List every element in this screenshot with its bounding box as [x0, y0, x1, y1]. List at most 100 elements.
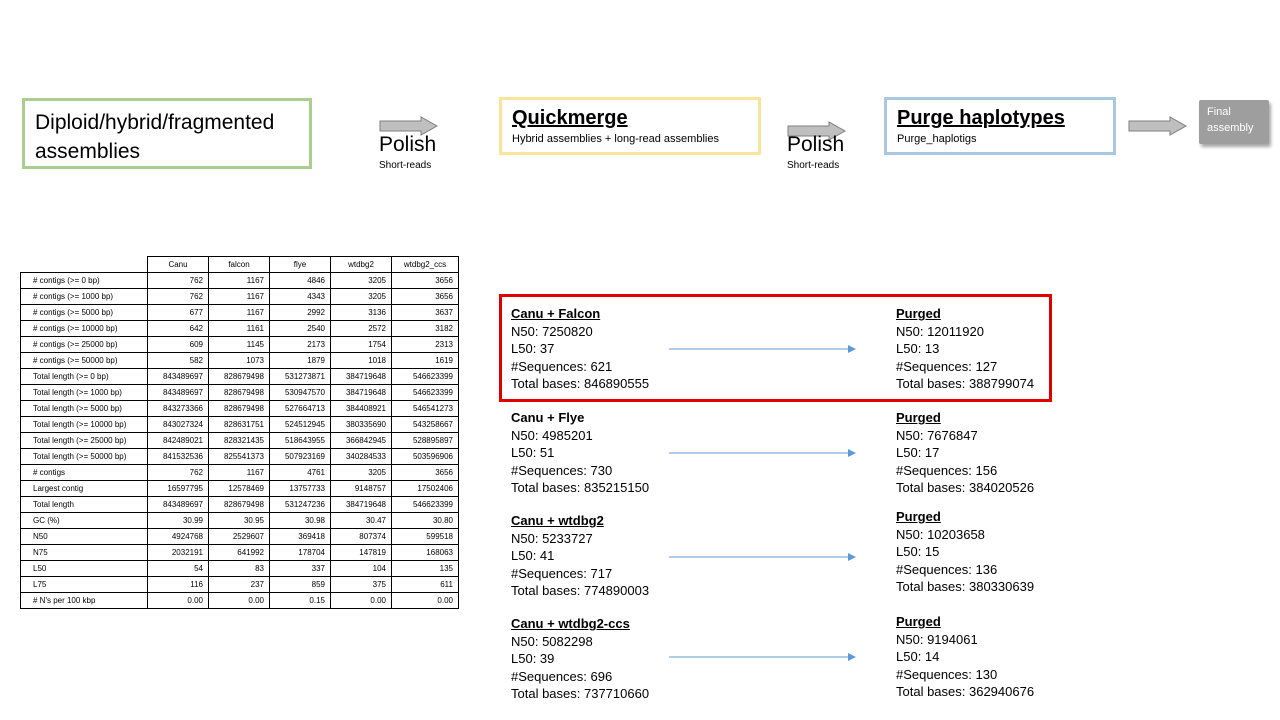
table-cell: 384719648: [330, 496, 392, 513]
combo-name: Canu + Falcon: [511, 306, 601, 321]
row-label: # contigs (>= 10000 bp): [20, 320, 148, 337]
final-line2: assembly: [1207, 122, 1254, 134]
combo-sequences: #Sequences: 696: [511, 668, 613, 684]
table-cell: 828679498: [208, 368, 270, 385]
table-cell: 380335690: [330, 416, 392, 433]
table-body: # contigs (>= 0 bp) 762 1167 4846 3205 3656 # …: [20, 272, 459, 609]
table-cell: 384719648: [330, 384, 392, 401]
combo-l50: L50: 51: [511, 445, 555, 460]
table-cell: 843273366: [147, 400, 209, 417]
table-cell: 30.98: [269, 512, 331, 529]
purged-l50: L50: 15: [896, 544, 940, 559]
table-cell: 116: [147, 576, 209, 593]
table-cell: 4343: [269, 288, 331, 305]
purge-title: Purge haplotypes: [897, 107, 1065, 129]
table-cell: 3656: [391, 272, 459, 289]
combo-l50: L50: 41: [511, 548, 555, 563]
table-cell: 762: [147, 464, 209, 481]
purged-l50: L50: 17: [896, 445, 940, 460]
combo-sequences: #Sequences: 730: [511, 462, 613, 478]
row-label: Largest contig: [20, 480, 148, 497]
table-row: # N's per 100 kbp 0.00 0.00 0.15 0.00 0.00: [20, 592, 459, 609]
table-cell: 503596906: [391, 448, 459, 465]
combo-total-bases: Total bases: 835215150: [511, 480, 650, 495]
table-cell: 842489021: [147, 432, 209, 449]
best-combo-highlight: [499, 294, 1052, 402]
table-row: GC (%) 30.99 30.95 30.98 30.47 30.80: [20, 512, 459, 529]
row-label: # contigs (>= 25000 bp): [20, 336, 148, 353]
table-cell: 3205: [330, 272, 392, 289]
table-cell: 762: [147, 288, 209, 305]
polish2-arrow-icon: [787, 121, 847, 141]
row-label: Total length: [20, 496, 148, 513]
table-cell: 609: [147, 336, 209, 353]
table-cell: 2173: [269, 336, 331, 353]
table-cell: 546623399: [391, 368, 459, 385]
purged-l50: L50: 13: [896, 341, 940, 356]
combo-sequences: #Sequences: 621: [511, 358, 613, 374]
table-cell: 1879: [269, 352, 331, 369]
table-cell: 1018: [330, 352, 392, 369]
assemblies-title-line2: assemblies: [35, 140, 141, 163]
row-label: Total length (>= 1000 bp): [20, 384, 148, 401]
table-cell: 12578469: [208, 480, 270, 497]
purged-total-bases: Total bases: 388799074: [896, 376, 1035, 391]
table-row: # contigs (>= 5000 bp) 677 1167 2992 3136 363…: [20, 304, 459, 321]
table-cell: 828321435: [208, 432, 270, 449]
table-cell: 30.80: [391, 512, 459, 529]
table-cell: 524512945: [269, 416, 331, 433]
row-label: # N's per 100 kbp: [20, 592, 148, 609]
table-cell: 3136: [330, 304, 392, 321]
final-assembly-box: Final assembly: [1199, 100, 1269, 144]
table-cell: 147819: [330, 544, 392, 561]
combo-n50: N50: 7250820: [511, 323, 593, 339]
quickmerge-box: Quickmerge Hybrid assemblies + long-read…: [499, 97, 761, 155]
row-label: Total length (>= 25000 bp): [20, 432, 148, 449]
table-cell: 3637: [391, 304, 459, 321]
row-label: Total length (>= 50000 bp): [20, 448, 148, 465]
table-cell: 384408921: [330, 400, 392, 417]
combo-name: Canu + wtdbg2: [511, 513, 604, 528]
combo-total-bases: Total bases: 774890003: [511, 583, 650, 598]
table-cell: 54: [147, 560, 209, 577]
connector-arrow-icon: [669, 553, 856, 561]
table-row: # contigs 762 1167 4761 3205 3656: [20, 464, 459, 481]
table-cell: 9148757: [330, 480, 392, 497]
table-cell: 677: [147, 304, 209, 321]
column-header: flye: [269, 256, 331, 273]
table-cell: 2032191: [147, 544, 209, 561]
polish1-sub: Short-reads: [379, 160, 432, 171]
table-cell: 16597795: [147, 480, 209, 497]
table-cell: 507923169: [269, 448, 331, 465]
table-cell: 828679498: [208, 400, 270, 417]
polish2-sub: Short-reads: [787, 160, 840, 171]
polish1-label: Polish: [379, 133, 437, 156]
table-cell: 841532536: [147, 448, 209, 465]
table-cell: 843489697: [147, 368, 209, 385]
table-cell: 13757733: [269, 480, 331, 497]
table-row: N50 4924768 2529607 369418 807374 599518: [20, 528, 459, 545]
table-cell: 642: [147, 320, 209, 337]
table-cell: 528895897: [391, 432, 459, 449]
purged-canu-flye: Purged N50: 7676847 L50: 17 #Sequences: …: [896, 409, 1034, 497]
connector-arrow-icon: [669, 449, 856, 457]
table-cell: 30.47: [330, 512, 392, 529]
row-label: GC (%): [20, 512, 148, 529]
table-cell: 3656: [391, 288, 459, 305]
table-row: # contigs (>= 0 bp) 762 1167 4846 3205 3656: [20, 272, 459, 289]
row-label: N50: [20, 528, 148, 545]
column-header: wtdbg2: [330, 256, 392, 273]
table-cell: 859: [269, 576, 331, 593]
column-header: Canu: [147, 256, 209, 273]
table-cell: 375: [330, 576, 392, 593]
table-cell: 83: [208, 560, 270, 577]
purged-total-bases: Total bases: 380330639: [896, 579, 1035, 594]
combo-canu-wtdbg2: Canu + wtdbg2 N50: 5233727 L50: 41 #Sequ…: [511, 512, 649, 600]
table-cell: 366842945: [330, 432, 392, 449]
table-cell: 30.95: [208, 512, 270, 529]
combo-total-bases: Total bases: 846890555: [511, 376, 650, 391]
purged-sequences: #Sequences: 136: [896, 561, 998, 577]
column-header: falcon: [208, 256, 270, 273]
purged-canu-falcon: Purged N50: 12011920 L50: 13 #Sequences:…: [896, 305, 1034, 393]
table-cell: 3656: [391, 464, 459, 481]
